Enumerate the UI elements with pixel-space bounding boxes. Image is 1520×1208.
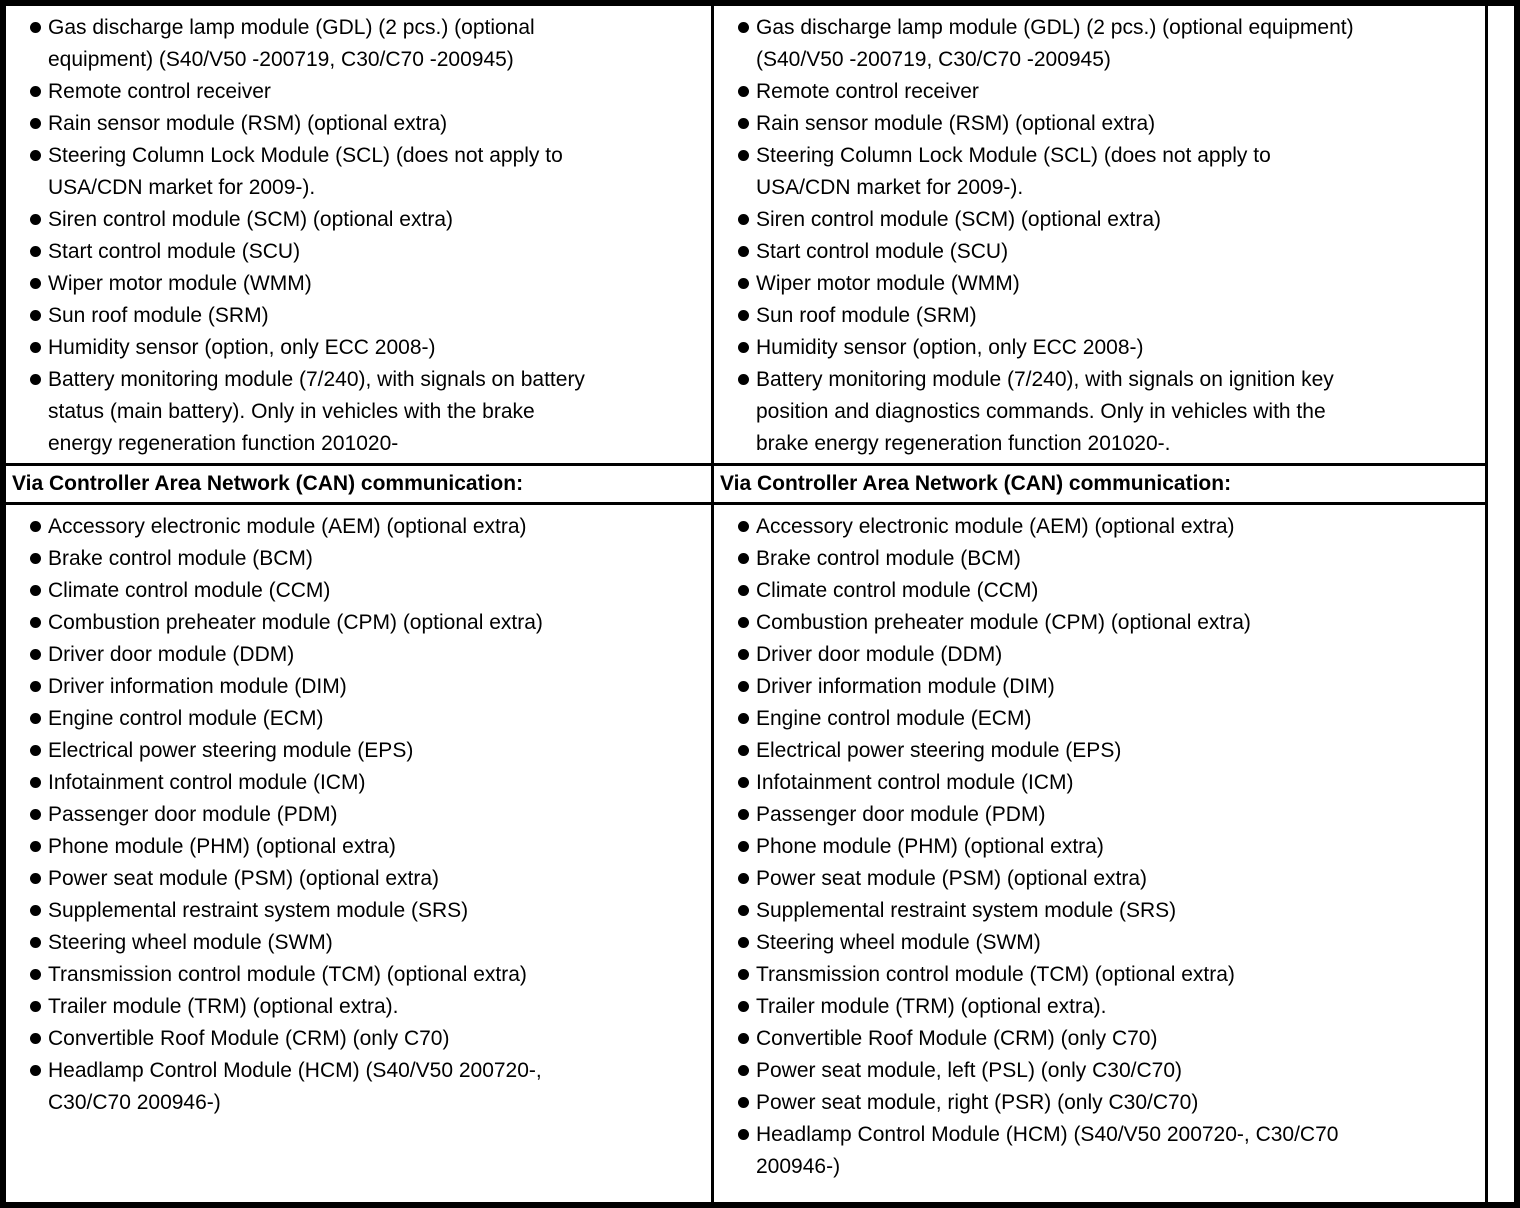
list-item: Rain sensor module (RSM) (optional extra… xyxy=(714,108,1479,140)
list-item: Accessory electronic module (AEM) (optio… xyxy=(6,511,705,543)
list-item: Power seat module, left (PSL) (only C30/… xyxy=(714,1055,1479,1087)
list-item: Phone module (PHM) (optional extra) xyxy=(714,831,1479,863)
list-item: Electrical power steering module (EPS) xyxy=(714,735,1479,767)
list-item: Steering wheel module (SWM) xyxy=(714,927,1479,959)
top-modules-list-right: Gas discharge lamp module (GDL) (2 pcs.)… xyxy=(714,12,1479,460)
list-item: Power seat module (PSM) (optional extra) xyxy=(714,863,1479,895)
list-item: Accessory electronic module (AEM) (optio… xyxy=(714,511,1479,543)
list-item: Infotainment control module (ICM) xyxy=(714,767,1479,799)
list-item: Steering Column Lock Module (SCL) (does … xyxy=(6,140,705,204)
list-item: Combustion preheater module (CPM) (optio… xyxy=(6,607,705,639)
list-item: Supplemental restraint system module (SR… xyxy=(714,895,1479,927)
list-item: Infotainment control module (ICM) xyxy=(6,767,705,799)
list-item: Passenger door module (PDM) xyxy=(714,799,1479,831)
can-modules-list-left: Accessory electronic module (AEM) (optio… xyxy=(6,511,705,1119)
can-communication-header-right: Via Controller Area Network (CAN) commun… xyxy=(714,463,1485,505)
list-item: Engine control module (ECM) xyxy=(6,703,705,735)
list-item: Siren control module (SCM) (optional ext… xyxy=(714,204,1479,236)
list-item: Climate control module (CCM) xyxy=(6,575,705,607)
list-item: Gas discharge lamp module (GDL) (2 pcs.)… xyxy=(6,12,705,76)
list-item: Driver information module (DIM) xyxy=(6,671,705,703)
list-item: Humidity sensor (option, only ECC 2008-) xyxy=(6,332,705,364)
list-item: Driver door module (DDM) xyxy=(714,639,1479,671)
list-item: Convertible Roof Module (CRM) (only C70) xyxy=(714,1023,1479,1055)
list-item: Headlamp Control Module (HCM) (S40/V50 2… xyxy=(714,1119,1479,1183)
top-modules-cell-left: Gas discharge lamp module (GDL) (2 pcs.)… xyxy=(6,6,714,463)
can-communication-header-left: Via Controller Area Network (CAN) commun… xyxy=(6,463,714,505)
list-item: Battery monitoring module (7/240), with … xyxy=(6,364,705,460)
list-item: Steering wheel module (SWM) xyxy=(6,927,705,959)
list-item: Brake control module (BCM) xyxy=(714,543,1479,575)
list-item: Sun roof module (SRM) xyxy=(6,300,705,332)
list-item: Driver information module (DIM) xyxy=(714,671,1479,703)
list-item: Steering Column Lock Module (SCL) (does … xyxy=(714,140,1479,204)
list-item: Transmission control module (TCM) (optio… xyxy=(714,959,1479,991)
list-item: Power seat module, right (PSR) (only C30… xyxy=(714,1087,1479,1119)
list-item: Siren control module (SCM) (optional ext… xyxy=(6,204,705,236)
list-item: Power seat module (PSM) (optional extra) xyxy=(6,863,705,895)
top-modules-cell-right: Gas discharge lamp module (GDL) (2 pcs.)… xyxy=(714,6,1485,463)
modules-table: Gas discharge lamp module (GDL) (2 pcs.)… xyxy=(6,6,1488,1202)
list-item: Climate control module (CCM) xyxy=(714,575,1479,607)
list-item: Gas discharge lamp module (GDL) (2 pcs.)… xyxy=(714,12,1479,76)
list-item: Trailer module (TRM) (optional extra). xyxy=(714,991,1479,1023)
list-item: Remote control receiver xyxy=(714,76,1479,108)
top-modules-list-left: Gas discharge lamp module (GDL) (2 pcs.)… xyxy=(6,12,705,460)
list-item: Brake control module (BCM) xyxy=(6,543,705,575)
list-item: Engine control module (ECM) xyxy=(714,703,1479,735)
list-item: Transmission control module (TCM) (optio… xyxy=(6,959,705,991)
list-item: Combustion preheater module (CPM) (optio… xyxy=(714,607,1479,639)
list-item: Driver door module (DDM) xyxy=(6,639,705,671)
list-item: Electrical power steering module (EPS) xyxy=(6,735,705,767)
can-modules-cell-left: Accessory electronic module (AEM) (optio… xyxy=(6,505,714,1202)
list-item: Humidity sensor (option, only ECC 2008-) xyxy=(714,332,1479,364)
list-item: Trailer module (TRM) (optional extra). xyxy=(6,991,705,1023)
list-item: Phone module (PHM) (optional extra) xyxy=(6,831,705,863)
list-item: Sun roof module (SRM) xyxy=(714,300,1479,332)
list-item: Convertible Roof Module (CRM) (only C70) xyxy=(6,1023,705,1055)
list-item: Wiper motor module (WMM) xyxy=(714,268,1479,300)
can-modules-list-right: Accessory electronic module (AEM) (optio… xyxy=(714,511,1479,1183)
list-item: Battery monitoring module (7/240), with … xyxy=(714,364,1479,460)
list-item: Wiper motor module (WMM) xyxy=(6,268,705,300)
list-item: Remote control receiver xyxy=(6,76,705,108)
list-item: Supplemental restraint system module (SR… xyxy=(6,895,705,927)
can-modules-cell-right: Accessory electronic module (AEM) (optio… xyxy=(714,505,1485,1202)
list-item: Rain sensor module (RSM) (optional extra… xyxy=(6,108,705,140)
list-item: Passenger door module (PDM) xyxy=(6,799,705,831)
list-item: Headlamp Control Module (HCM) (S40/V50 2… xyxy=(6,1055,705,1119)
list-item: Start control module (SCU) xyxy=(714,236,1479,268)
list-item: Start control module (SCU) xyxy=(6,236,705,268)
